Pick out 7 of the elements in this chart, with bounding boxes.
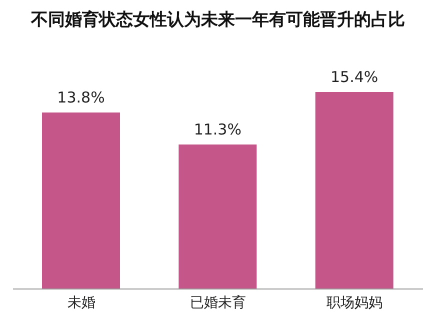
x-tick-label: 未婚 [67,294,96,311]
chart-title: 不同婚育状态女性认为未来一年有可能晋升的占比 [30,9,406,32]
data-label: 13.8% [57,88,105,106]
data-label: 15.4% [330,68,378,86]
x-tick-label: 已婚未育 [190,294,246,311]
data-label: 11.3% [194,120,242,138]
x-tick-label: 职场妈妈 [326,294,383,311]
